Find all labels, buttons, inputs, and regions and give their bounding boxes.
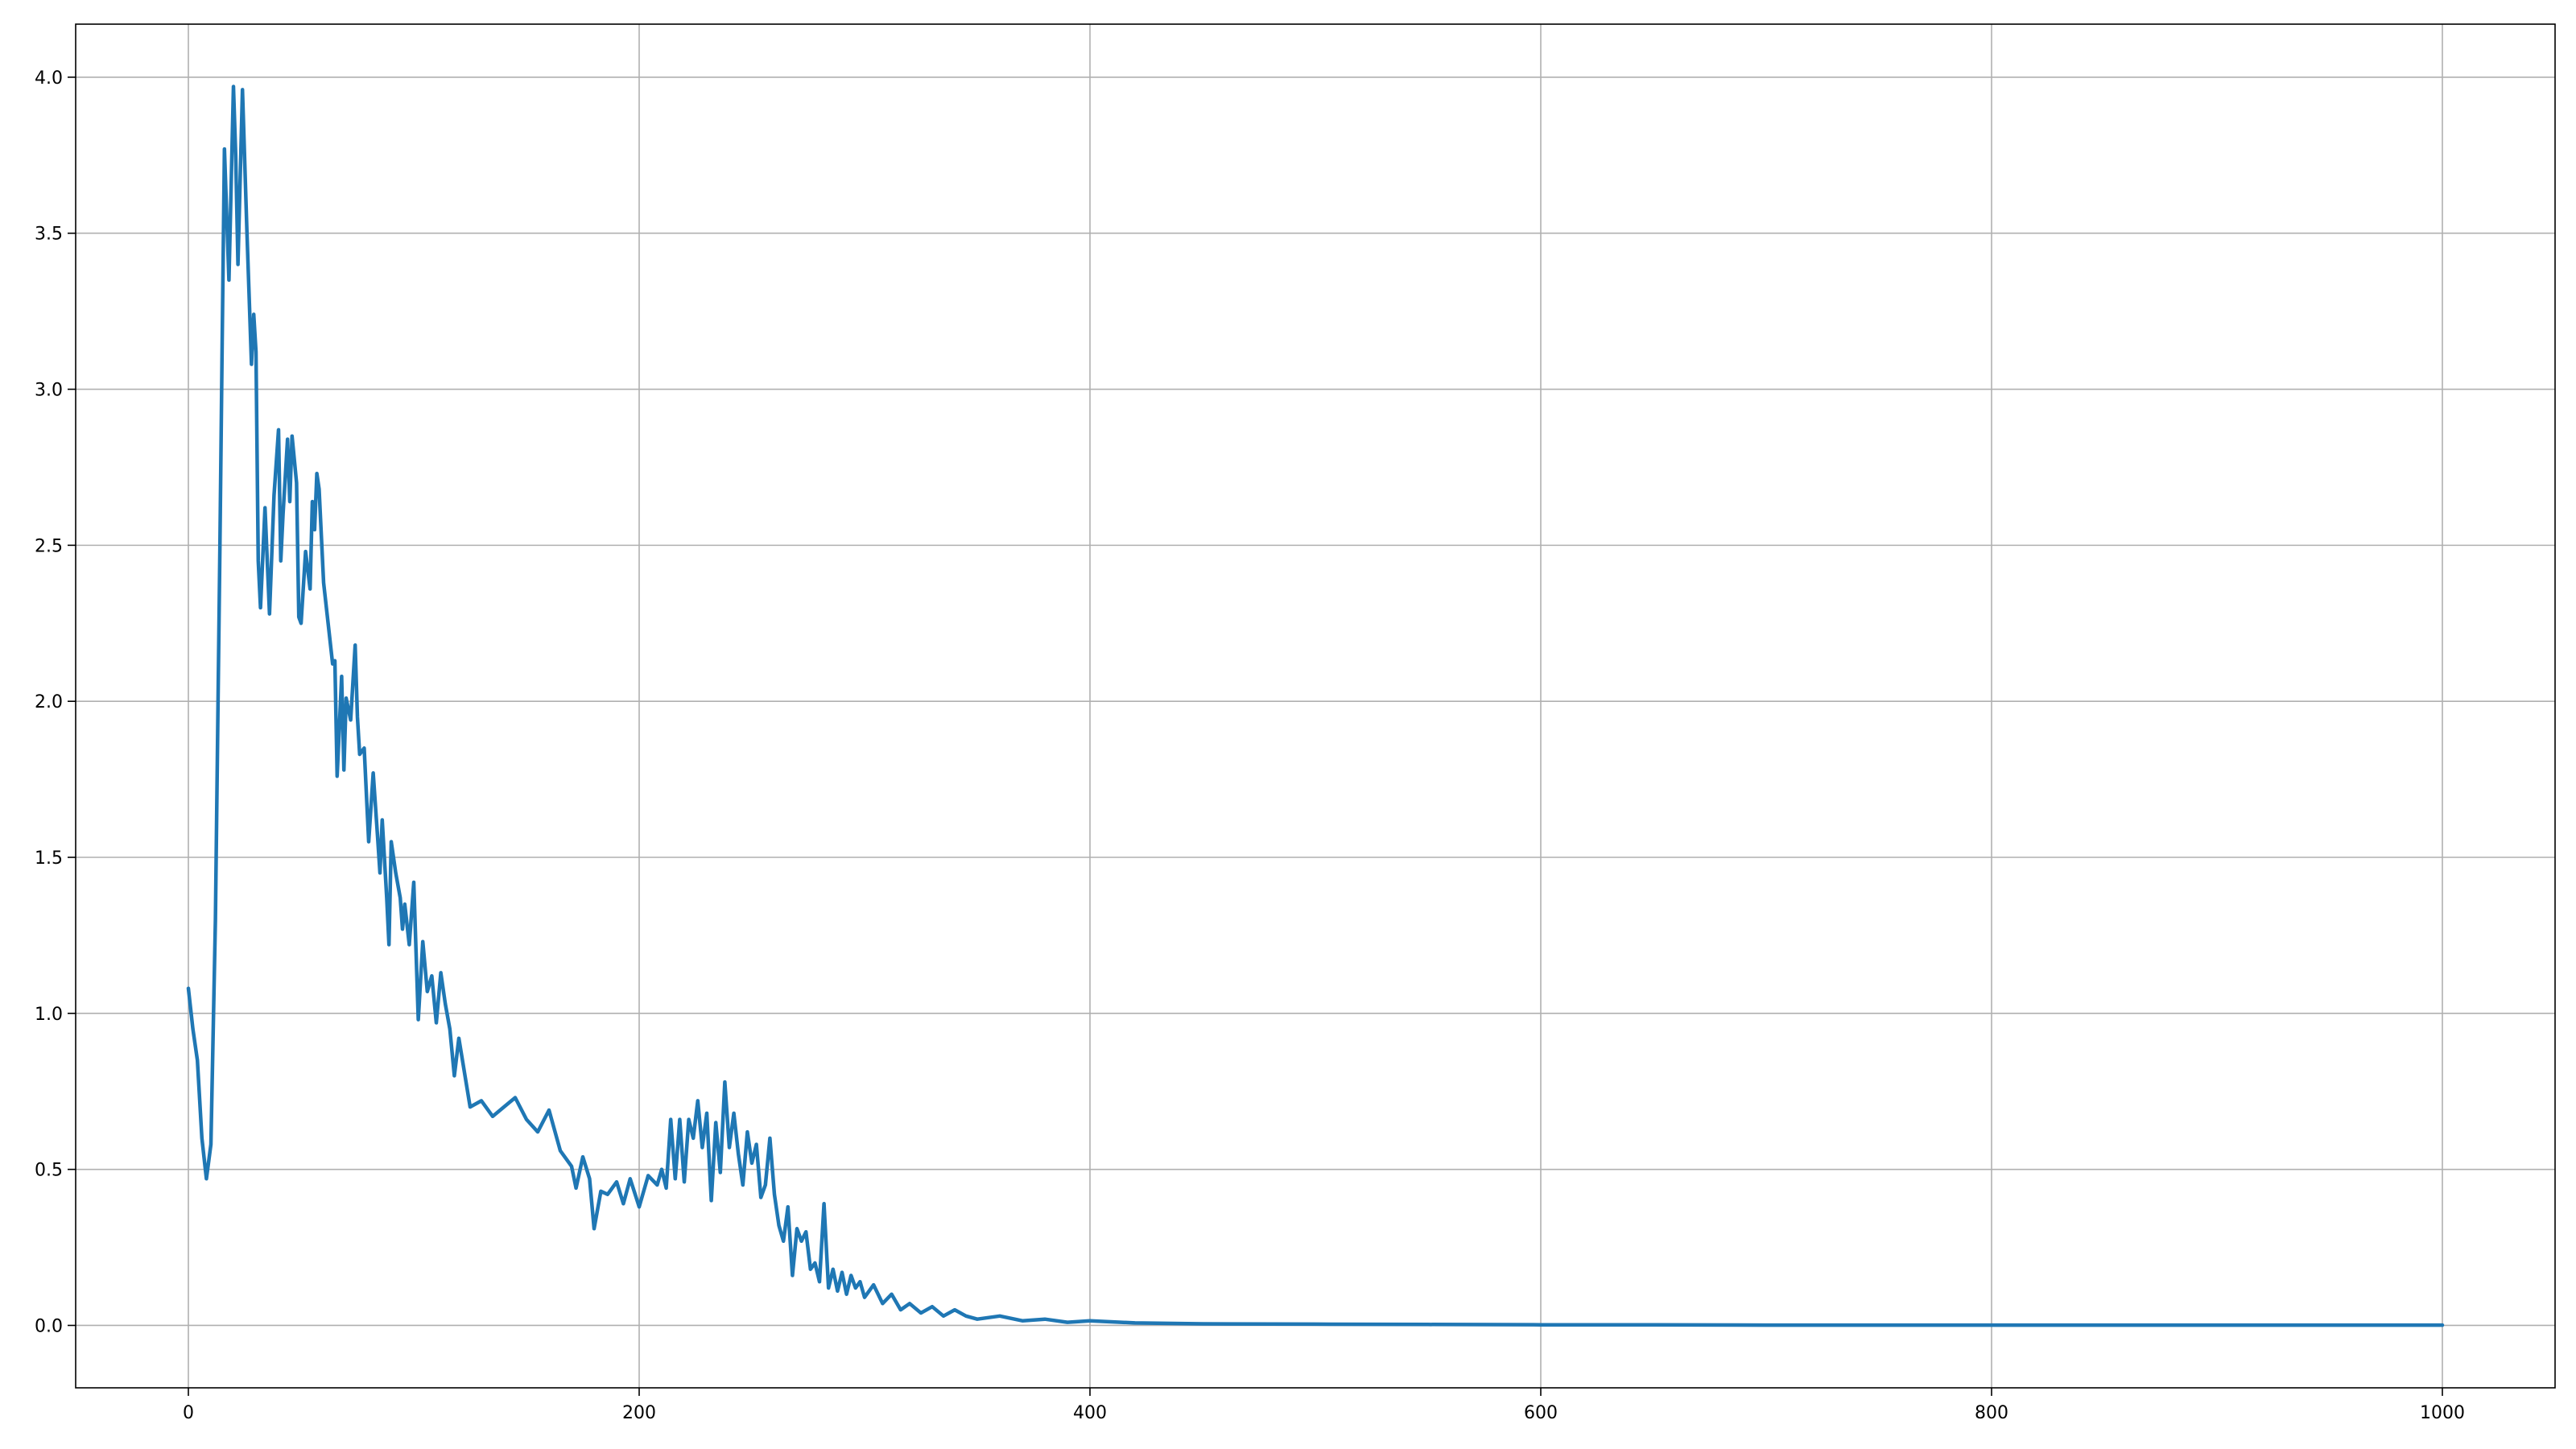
y-tick-label: 3.0 — [35, 381, 63, 401]
y-tick-label: 3.5 — [35, 225, 63, 245]
y-tick-label: 4.0 — [35, 68, 63, 89]
x-tick-label: 0 — [183, 1403, 194, 1423]
x-tick-label: 200 — [622, 1403, 656, 1423]
series-layer — [186, 85, 2445, 1327]
y-tick-label: 1.0 — [35, 1005, 63, 1025]
x-tick-label: 800 — [1975, 1403, 2008, 1423]
y-tick-label: 2.5 — [35, 536, 63, 556]
x-grid-lines — [188, 24, 2443, 1388]
y-tick-label: 0.5 — [35, 1161, 63, 1181]
plot-frame — [75, 23, 2556, 1389]
y-tick-label: 1.5 — [35, 848, 63, 869]
y-tick-label: 0.0 — [35, 1316, 63, 1336]
y-grid-lines — [76, 76, 2555, 1327]
y-axis: 0.0 0.5 1.0 1.5 2.0 2.5 3.0 3.5 4.0 — [35, 68, 76, 1336]
y-tick-label: 2.0 — [35, 692, 63, 712]
x-tick-label: 400 — [1073, 1403, 1107, 1423]
x-tick-label: 600 — [1524, 1403, 1558, 1423]
series-line-0 — [186, 85, 2445, 1327]
x-tick-label: 1000 — [2420, 1403, 2465, 1423]
x-axis: 0 200 400 600 800 1000 — [183, 1388, 2465, 1423]
